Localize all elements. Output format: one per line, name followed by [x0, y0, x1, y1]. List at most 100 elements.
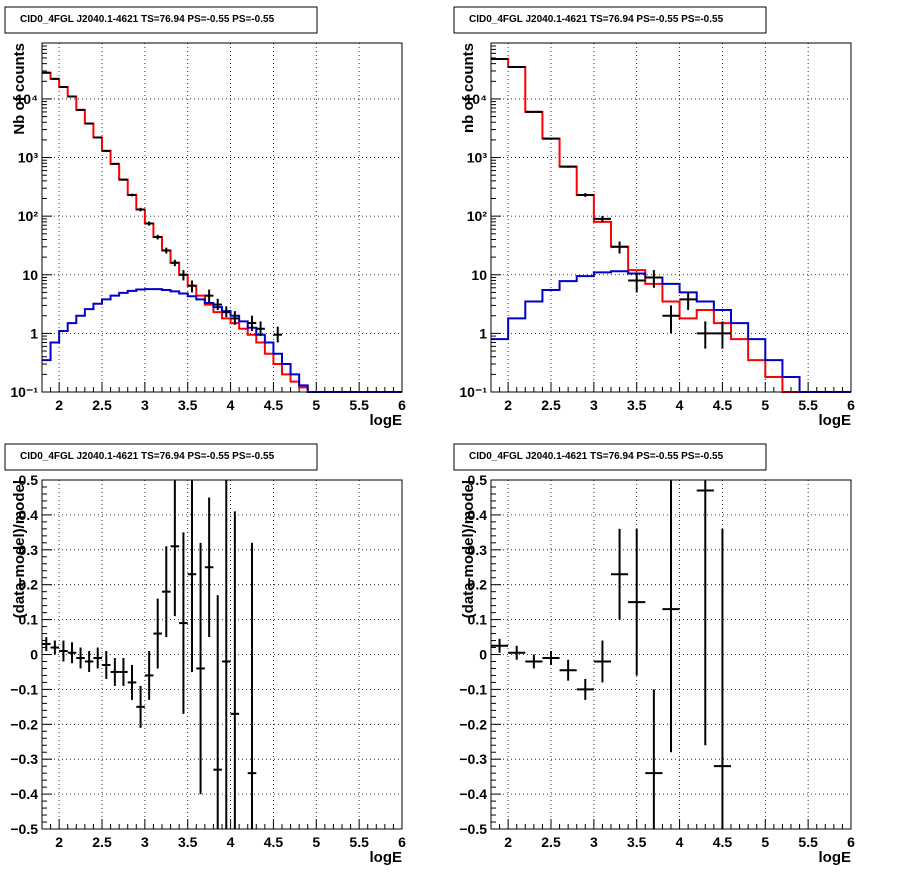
- x-tick-label: 4.5: [264, 397, 284, 413]
- data-point: [576, 678, 594, 700]
- data-point: [593, 640, 611, 683]
- y-tick-labels: −0.5 −0.4 −0.3 −0.2 −0.1 0 0.1 0.2 0.3 0.4 0.5: [459, 472, 487, 837]
- data-point: [102, 149, 111, 152]
- data-point: [713, 528, 731, 829]
- data-point: [119, 178, 128, 181]
- x-tick-label: 2.5: [541, 397, 561, 413]
- y-tick-label: 10⁴: [16, 91, 39, 107]
- step-line-series-1: [491, 270, 851, 393]
- data-point: [67, 642, 77, 664]
- data-marks: [42, 480, 257, 829]
- x-tick-label: 5.5: [798, 834, 818, 850]
- grid: [491, 43, 851, 392]
- data-point: [136, 207, 145, 212]
- y-tick-label: −0.1: [10, 681, 38, 697]
- x-tick-label: 6: [847, 397, 855, 413]
- y-tick-label: 0: [479, 647, 487, 663]
- y-tick-label: −0.2: [459, 716, 487, 732]
- data-point: [576, 193, 594, 197]
- data-point: [67, 95, 77, 98]
- y-tick-label: 10: [471, 267, 487, 283]
- x-tick-label: 5: [312, 397, 320, 413]
- x-tick-labels: 2 2.5 3 3.5 4 4.5 5 5.5 6: [55, 397, 406, 413]
- data-point: [542, 137, 560, 140]
- y-tick-label: 10⁴: [465, 91, 488, 107]
- plot-frame: [490, 42, 852, 393]
- data-point: [187, 280, 197, 293]
- chart-title-box: CID0_4FGL J2040.1-4621 TS=76.94 PS=-0.55…: [4, 443, 318, 471]
- data-point: [84, 651, 94, 672]
- x-tick-label: 2.5: [541, 834, 561, 850]
- data-point: [611, 241, 629, 254]
- x-tick-label: 3: [590, 397, 598, 413]
- data-point: [136, 685, 145, 728]
- y-tick-label: 1: [479, 325, 487, 341]
- y-tick-label: 0: [30, 647, 38, 663]
- data-point: [247, 315, 257, 331]
- x-tick-label: 4.5: [264, 834, 284, 850]
- y-axis-title: nb of counts: [460, 43, 477, 133]
- x-tick-label: 4.5: [713, 834, 733, 850]
- y-tick-label: −0.5: [459, 821, 487, 837]
- x-tick-label: 2: [504, 397, 512, 413]
- step-line-series-0: [42, 71, 402, 393]
- chart-title-box: CID0_4FGL J2040.1-4621 TS=76.94 PS=-0.55…: [453, 443, 767, 471]
- data-point: [593, 215, 611, 223]
- y-tick-label: −0.2: [10, 716, 38, 732]
- y-tick-label: 10³: [467, 150, 488, 166]
- data-point: [645, 270, 663, 288]
- data-point: [256, 321, 265, 337]
- data-point: [93, 136, 102, 139]
- data-point: [662, 480, 680, 753]
- plot-frame: [41, 42, 403, 393]
- y-tick-label: 0.3: [19, 542, 39, 558]
- data-point: [153, 598, 162, 669]
- data-point: [144, 221, 154, 226]
- data-point: [213, 595, 222, 829]
- y-tick-label: 0.2: [468, 577, 488, 593]
- data-point: [59, 640, 68, 662]
- y-tick-label: 10⁻¹: [459, 384, 487, 400]
- x-tick-label: 5: [312, 834, 320, 850]
- data-point: [222, 480, 231, 829]
- data-marks: [491, 480, 731, 829]
- data-point: [542, 651, 560, 665]
- x-axis-title: logE: [819, 849, 852, 866]
- title-frame: [4, 443, 318, 471]
- y-tick-label: −0.1: [459, 681, 487, 697]
- data-point: [179, 532, 188, 714]
- data-point: [222, 306, 231, 318]
- data-point: [713, 321, 731, 349]
- title-frame: [453, 443, 767, 471]
- chart-panel-bottom-left: CID0_4FGL J2040.1-4621 TS=76.94 PS=-0.55…: [0, 437, 449, 874]
- y-tick-label: −0.5: [10, 821, 38, 837]
- data-point: [559, 659, 577, 681]
- data-point: [525, 110, 543, 113]
- data-point: [196, 542, 205, 795]
- data-point: [102, 651, 111, 679]
- y-tick-label: 1: [30, 325, 38, 341]
- x-tick-label: 2: [55, 834, 63, 850]
- data-point: [273, 326, 282, 343]
- title-frame: [453, 6, 767, 34]
- x-tick-labels: 2 2.5 3 3.5 4 4.5 5 5.5 6: [55, 834, 406, 850]
- data-point: [42, 637, 51, 652]
- x-tick-label: 6: [847, 834, 855, 850]
- chart-title: CID0_4FGL J2040.1-4621 TS=76.94 PS=-0.55…: [469, 451, 724, 462]
- x-tick-label: 6: [398, 397, 406, 413]
- y-tick-label: 0.1: [19, 612, 39, 628]
- data-point: [213, 298, 222, 311]
- data-point: [679, 292, 697, 311]
- data-point: [645, 689, 663, 829]
- x-tick-label: 5: [761, 397, 769, 413]
- data-point: [525, 654, 543, 669]
- title-frame: [4, 6, 318, 34]
- counts-spectrum-chart-left: CID0_4FGL J2040.1-4621 TS=76.94 PS=-0.55…: [4, 6, 406, 429]
- y-tick-label: 0.1: [468, 612, 488, 628]
- x-tick-label: 5.5: [798, 397, 818, 413]
- data-point: [696, 321, 714, 349]
- x-axis-title: logE: [370, 412, 403, 429]
- data-point: [696, 480, 714, 746]
- data-point: [119, 657, 128, 686]
- chart-title: CID0_4FGL J2040.1-4621 TS=76.94 PS=-0.55…: [469, 14, 724, 25]
